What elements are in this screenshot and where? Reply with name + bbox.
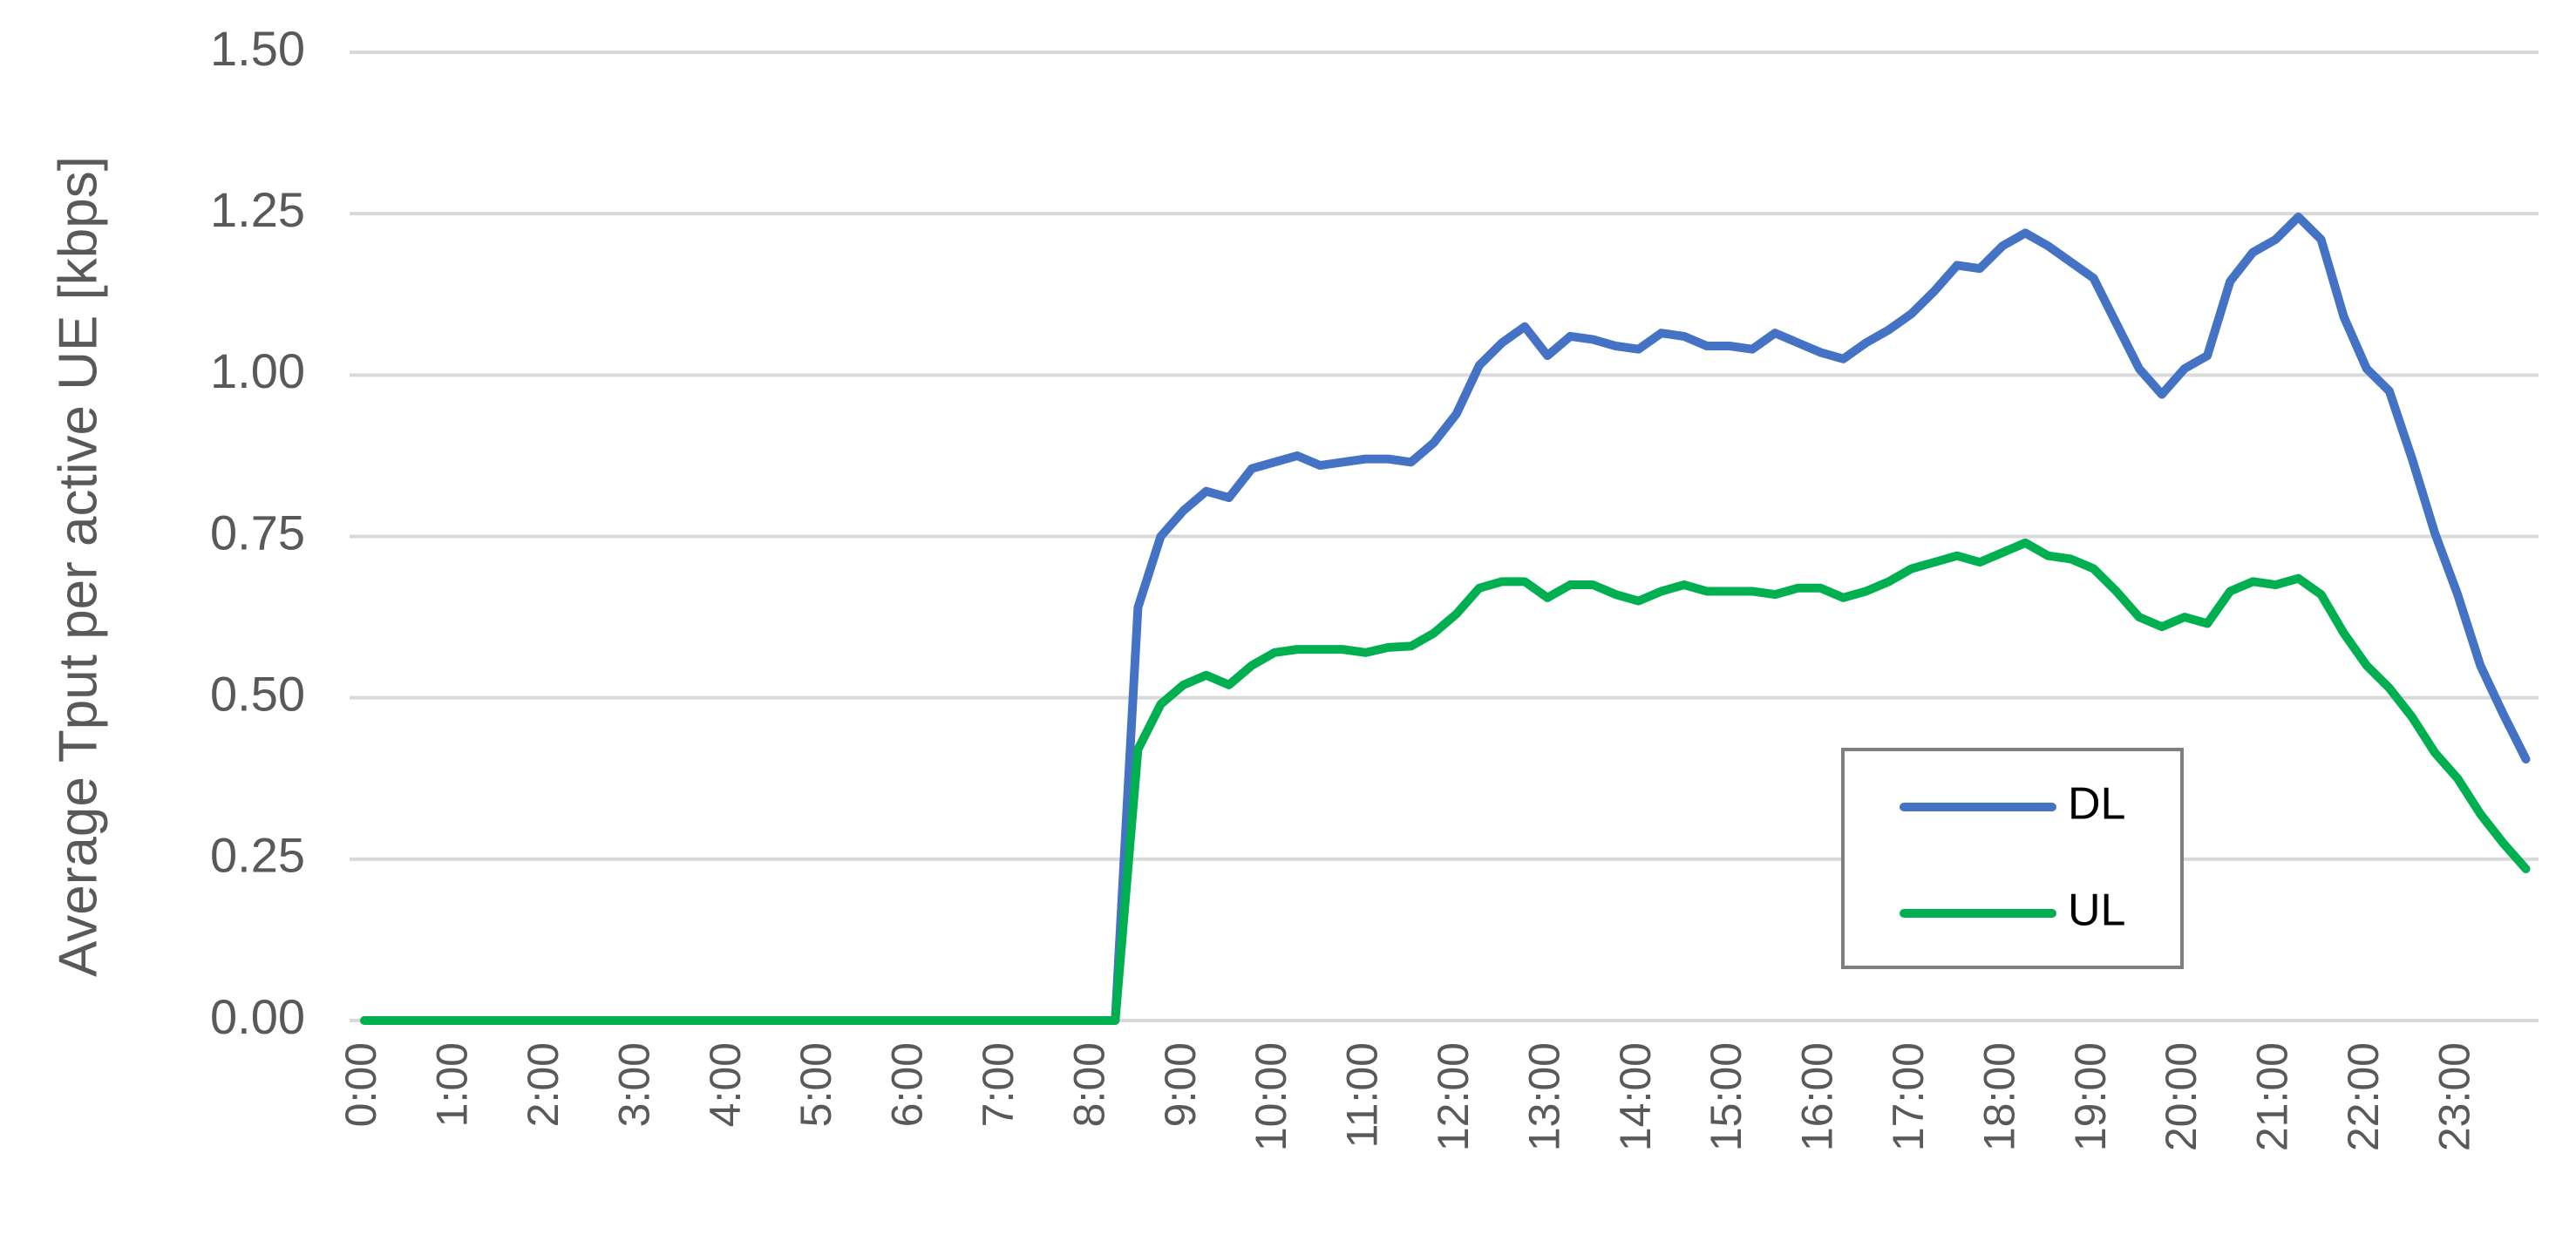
legend: DL UL xyxy=(1841,748,2184,969)
x-tick-label: 2:00 xyxy=(519,1042,568,1127)
y-tick-label: 0.50 xyxy=(210,666,305,721)
x-tick-label: 9:00 xyxy=(1156,1042,1205,1127)
x-tick-label: 4:00 xyxy=(701,1042,750,1127)
legend-box xyxy=(1841,748,2184,969)
x-tick-label: 12:00 xyxy=(1429,1042,1478,1151)
x-tick-label: 15:00 xyxy=(1702,1042,1750,1151)
x-tick-label: 14:00 xyxy=(1611,1042,1660,1151)
y-tick-label: 0.75 xyxy=(210,505,305,560)
y-tick-label: 0.00 xyxy=(210,989,305,1044)
x-tick-label: 7:00 xyxy=(974,1042,1023,1127)
x-tick-label: 19:00 xyxy=(2066,1042,2115,1151)
x-tick-label: 23:00 xyxy=(2430,1042,2478,1151)
x-tick-label: 16:00 xyxy=(1793,1042,1842,1151)
x-tick-label: 6:00 xyxy=(883,1042,932,1127)
x-tick-label: 22:00 xyxy=(2339,1042,2388,1151)
x-tick-label: 20:00 xyxy=(2157,1042,2206,1151)
x-tick-label: 1:00 xyxy=(428,1042,477,1127)
y-tick-label: 1.50 xyxy=(210,21,305,76)
x-tick-label: 3:00 xyxy=(609,1042,658,1127)
y-tick-label: 1.25 xyxy=(210,182,305,237)
x-tick-label: 5:00 xyxy=(792,1042,840,1127)
x-tick-label: 13:00 xyxy=(1519,1042,1568,1151)
line-ul xyxy=(360,538,2531,1025)
y-tick-label: 0.25 xyxy=(210,828,305,883)
x-tick-label: 11:00 xyxy=(1338,1042,1387,1148)
x-tick-label: 0:00 xyxy=(336,1042,385,1127)
x-tick-label: 18:00 xyxy=(1974,1042,2023,1151)
x-tick-label: 8:00 xyxy=(1064,1042,1113,1127)
x-tick-label: 21:00 xyxy=(2248,1042,2297,1151)
legend-label: UL xyxy=(2068,885,2125,936)
x-tick-label: 17:00 xyxy=(1884,1042,1933,1151)
y-tick-label: 1.00 xyxy=(210,343,305,398)
x-tick-label: 10:00 xyxy=(1247,1042,1295,1151)
y-axis-title: Average Tput per active UE [kbps] xyxy=(48,156,108,977)
legend-label: DL xyxy=(2068,779,2125,830)
